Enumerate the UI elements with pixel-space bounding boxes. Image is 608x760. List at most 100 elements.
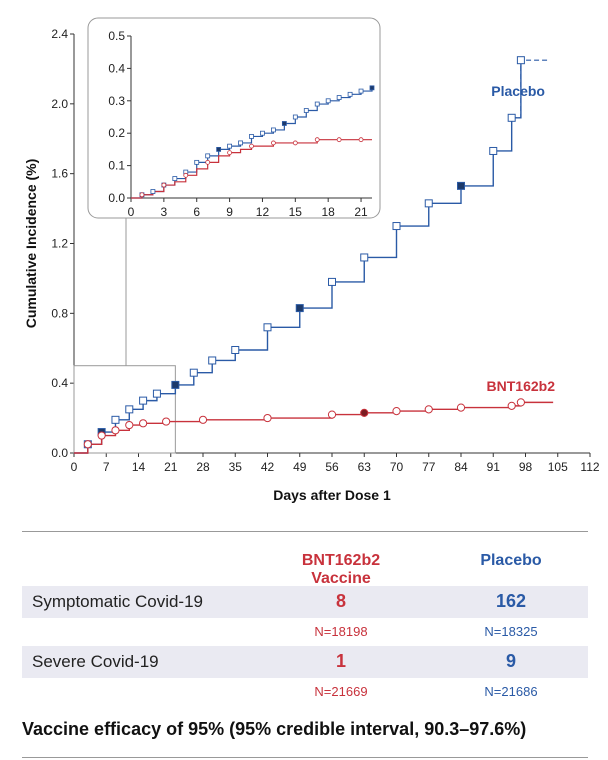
vaccine-marker [198,415,208,424]
vaccine-series-label: BNT162b2 [487,378,556,394]
vaccine-n: N=18198 [314,624,368,639]
inset-vaccine-marker [205,159,211,165]
placebo-marker [328,277,336,286]
row-label: Symptomatic Covid-19 [32,592,204,611]
placebo-line-tail [511,59,549,119]
vaccine-marker [97,431,106,440]
vaccine-marker [360,408,369,417]
vaccine-marker [162,417,171,426]
vaccine-n: N=21669 [314,684,368,699]
vaccine-cases: 1 [335,651,346,671]
inset-y-tick-label: 0.3 [108,94,125,108]
table-row-severe: Severe Covid-19 1 9 [22,646,588,678]
inset-vaccine-marker [227,150,232,156]
efficacy-statement: Vaccine efficacy of 95% (95% credible in… [22,719,527,739]
inset-x-tick-label: 9 [226,205,233,219]
y-axis-title: Cumulative Incidence (%) [23,159,39,329]
placebo-marker [189,368,198,377]
inset-x-tick-label: 12 [256,205,270,219]
chart-svg: 0.00.40.81.21.62.02.40 7 14 21 28 35 42 49 56 63 7… [23,17,600,503]
vaccine-marker [83,440,92,449]
inset-x-tick-label: 15 [289,205,303,219]
vaccine-marker [456,403,466,412]
inset-x-tick-label: 21 [354,205,368,219]
x-tick-label: 105 [548,460,568,474]
placebo-marker [516,56,525,65]
vaccine-marker [111,426,120,435]
inset-placebo-marker [314,101,320,107]
inset-x-tick-label: 3 [161,205,168,219]
placebo-marker [125,405,134,414]
y-tick-label: 2.4 [51,27,68,41]
vaccine-marker [327,410,337,419]
vaccine-marker [125,420,134,430]
inset-y-tick-label: 0.0 [108,191,125,205]
placebo-marker [152,389,161,398]
placebo-series-label: Placebo [491,83,545,99]
placebo-marker [360,253,369,262]
vaccine-column-header: BNT162b2 Vaccine [301,552,381,587]
zoom-region-box [73,365,176,454]
inset-placebo-marker [172,176,178,181]
inset-x-tick-label: 18 [322,205,336,219]
table-row-symptomatic-n: N=18198 N=18325 [22,618,588,646]
y-tick-label: 1.2 [51,237,68,251]
inset-placebo-marker [292,114,298,120]
x-tick-label: 84 [454,460,468,474]
inset-placebo-marker [194,159,200,165]
placebo-marker [263,323,272,332]
inset-y-tick-label: 0.2 [108,126,125,140]
inset-y-tick-label: 0.5 [108,29,125,43]
placebo-marker [489,146,498,155]
inset-placebo-marker [227,143,232,149]
vaccine-cases: 8 [335,591,346,611]
inset-placebo-marker [347,91,353,97]
row-label: Severe Covid-19 [32,652,159,671]
inset-placebo-marker [150,189,156,194]
inset-placebo-marker [336,95,342,100]
x-tick-label: 112 [580,460,599,474]
placebo-column-header: Placebo [480,552,542,569]
placebo-marker [111,415,120,424]
inset-placebo-marker [249,134,254,139]
table-row-severe-n: N=21669 N=21686 [22,678,588,706]
inset-placebo-marker [205,153,211,159]
placebo-marker [507,113,516,122]
y-tick-label: 0.8 [51,306,68,320]
inset-vaccine-marker [271,140,276,146]
x-axis-title: Days after Dose 1 [273,487,391,503]
y-tick-label: 0.0 [51,446,68,460]
inset-placebo-marker [260,130,265,136]
vaccine-marker [263,413,272,423]
inset-placebo-marker [325,98,331,104]
x-tick-label: 0 [71,460,78,474]
inset-placebo-marker [369,85,375,91]
placebo-cases: 9 [505,651,516,671]
x-tick-label: 77 [422,460,436,474]
placebo-n: N=21686 [484,684,538,699]
x-tick-label: 28 [196,460,210,474]
x-tick-label: 7 [103,460,110,474]
vaccine-marker [424,405,433,414]
vaccine-marker [516,398,525,407]
inset-x-tick-label: 0 [128,205,135,219]
y-tick-label: 0.4 [51,376,68,390]
x-tick-label: 56 [325,460,339,474]
inset-placebo-marker [281,121,287,126]
inset-placebo-marker [238,140,243,146]
placebo-marker [231,345,240,354]
vaccine-marker [139,419,148,428]
placebo-marker [139,396,148,405]
inset-vaccine-marker [358,137,364,143]
x-tick-label: 42 [261,460,275,474]
placebo-cases: 162 [495,591,527,611]
y-tick-label: 1.6 [51,167,68,181]
inset-vaccine-marker [139,192,145,198]
inset-vaccine-marker [292,140,298,146]
inset-y-tick-label: 0.1 [108,159,125,173]
x-tick-label: 98 [519,460,533,474]
inset-vaccine-marker [249,143,254,149]
x-tick-label: 91 [487,460,501,474]
bottom-rule [22,757,588,758]
inset-vaccine-marker [314,137,320,143]
